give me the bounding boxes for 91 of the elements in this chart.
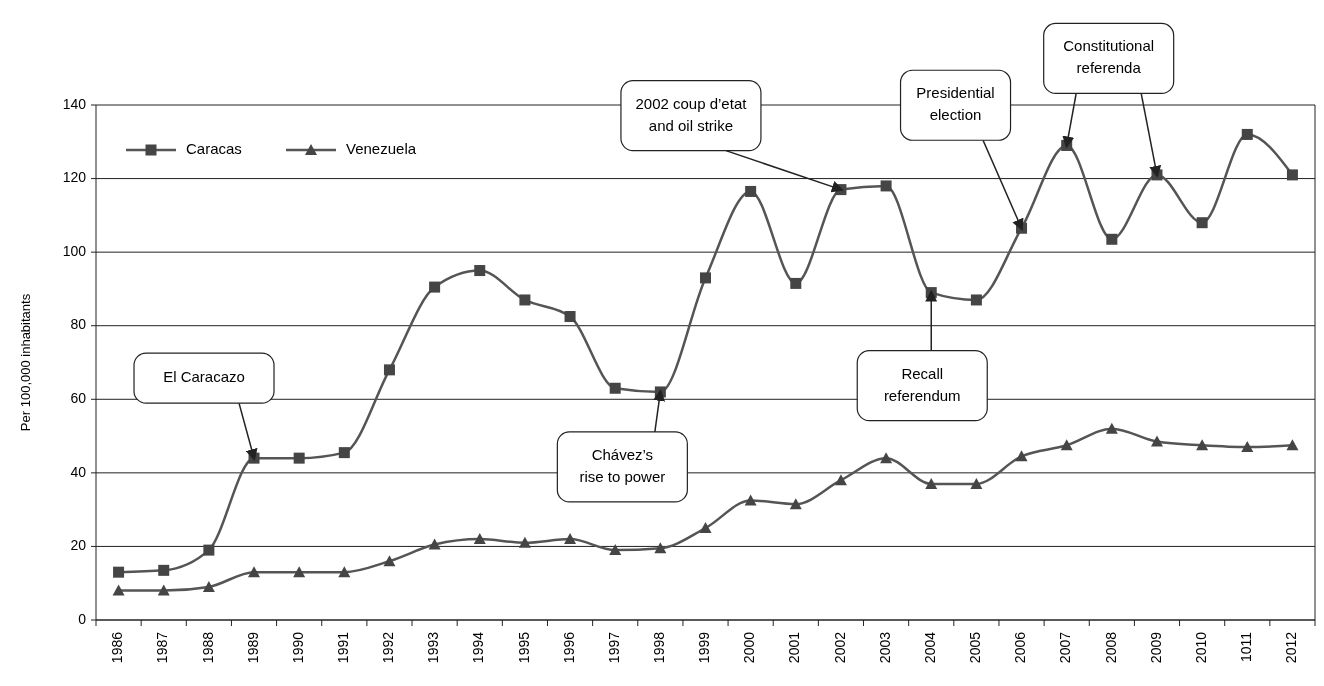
point [157, 584, 170, 596]
point [112, 584, 125, 596]
point [293, 452, 305, 464]
point [609, 544, 622, 556]
point [518, 536, 531, 548]
annotation: Constitutional referenda [1063, 37, 1155, 77]
point [1196, 217, 1208, 229]
point [203, 544, 215, 556]
point [925, 477, 938, 489]
point [564, 311, 576, 323]
x-tick-label: 1011 [1237, 631, 1254, 663]
point [609, 382, 621, 394]
x-tick-label: 2006 [1012, 631, 1029, 664]
x-tick-label: 2008 [1102, 631, 1119, 664]
x-tick-label: 2004 [921, 631, 938, 664]
point [1196, 439, 1209, 451]
x-tick-label: 1992 [380, 631, 397, 664]
x-tick-label: 2007 [1057, 631, 1074, 664]
x-tick-label: 2003 [876, 631, 893, 664]
point [699, 522, 712, 534]
x-tick-label: 1993 [425, 631, 442, 664]
point [1150, 435, 1163, 447]
point [473, 533, 486, 545]
point [293, 566, 306, 578]
point [519, 294, 531, 306]
point [790, 277, 802, 289]
y-tick-label: 40 [70, 463, 87, 480]
x-tick-label: 2009 [1147, 631, 1164, 664]
x-tick-label: 1990 [289, 631, 306, 664]
x-tick-label: 1997 [605, 631, 622, 664]
x-tick-label: 2005 [967, 631, 984, 664]
y-tick-label: 120 [62, 169, 87, 186]
point [248, 566, 261, 578]
point [880, 180, 892, 192]
point [700, 272, 711, 284]
legend-label: Venezuela [346, 139, 417, 157]
y-axis-title: Per 100,000 inhabitants [18, 293, 33, 432]
y-tick-label: 20 [70, 537, 87, 554]
point [654, 542, 667, 554]
point [564, 533, 577, 545]
annotation: 2002 coup d’etat and oil strike [635, 94, 748, 134]
point [429, 281, 441, 293]
x-tick-label: 1988 [199, 631, 216, 664]
x-tick-label: 1989 [244, 631, 261, 664]
point [1105, 422, 1118, 434]
x-tick-label: 2001 [786, 631, 803, 664]
x-tick-label: 1987 [154, 631, 171, 664]
point [1286, 169, 1298, 181]
annotation: Recall referendum [883, 364, 961, 404]
annotation: El Caracazo [163, 368, 245, 386]
y-tick-label: 0 [78, 610, 87, 627]
y-tick-label: 140 [62, 95, 87, 112]
point [338, 566, 351, 578]
point [1241, 128, 1253, 140]
x-tick-label: 1999 [696, 631, 713, 664]
y-tick-label: 60 [70, 389, 87, 406]
point [1060, 439, 1073, 451]
point [1286, 439, 1299, 451]
point [970, 477, 983, 489]
annotation: Presidential election [916, 84, 995, 124]
point [158, 564, 170, 576]
point [1106, 233, 1118, 245]
point [338, 447, 350, 459]
point [428, 538, 441, 550]
legend-label: Caracas [186, 139, 242, 157]
x-tick-label: 2002 [831, 631, 848, 664]
x-tick-label: 1996 [560, 631, 577, 664]
annotation: Chávez’s rise to power [579, 445, 666, 485]
point [789, 498, 802, 510]
point [970, 294, 982, 306]
y-tick-label: 100 [62, 242, 87, 259]
point [383, 555, 396, 567]
point [1241, 441, 1254, 453]
x-tick-label: 1998 [651, 631, 668, 664]
x-tick-label: 1986 [109, 631, 126, 664]
point [474, 265, 486, 277]
x-tick-label: 1995 [515, 631, 532, 664]
point [745, 185, 757, 197]
point [880, 452, 893, 464]
x-tick-label: 1994 [470, 631, 487, 664]
y-tick-label: 80 [70, 316, 87, 333]
x-tick-label: 2012 [1283, 631, 1300, 664]
x-tick-label: 1991 [335, 631, 352, 664]
point [834, 474, 847, 486]
point [1015, 450, 1028, 462]
point [744, 494, 757, 506]
point [113, 566, 125, 578]
point [202, 580, 215, 592]
x-tick-label: 2000 [741, 631, 758, 664]
x-tick-label: 2010 [1192, 631, 1209, 664]
point [383, 364, 395, 376]
